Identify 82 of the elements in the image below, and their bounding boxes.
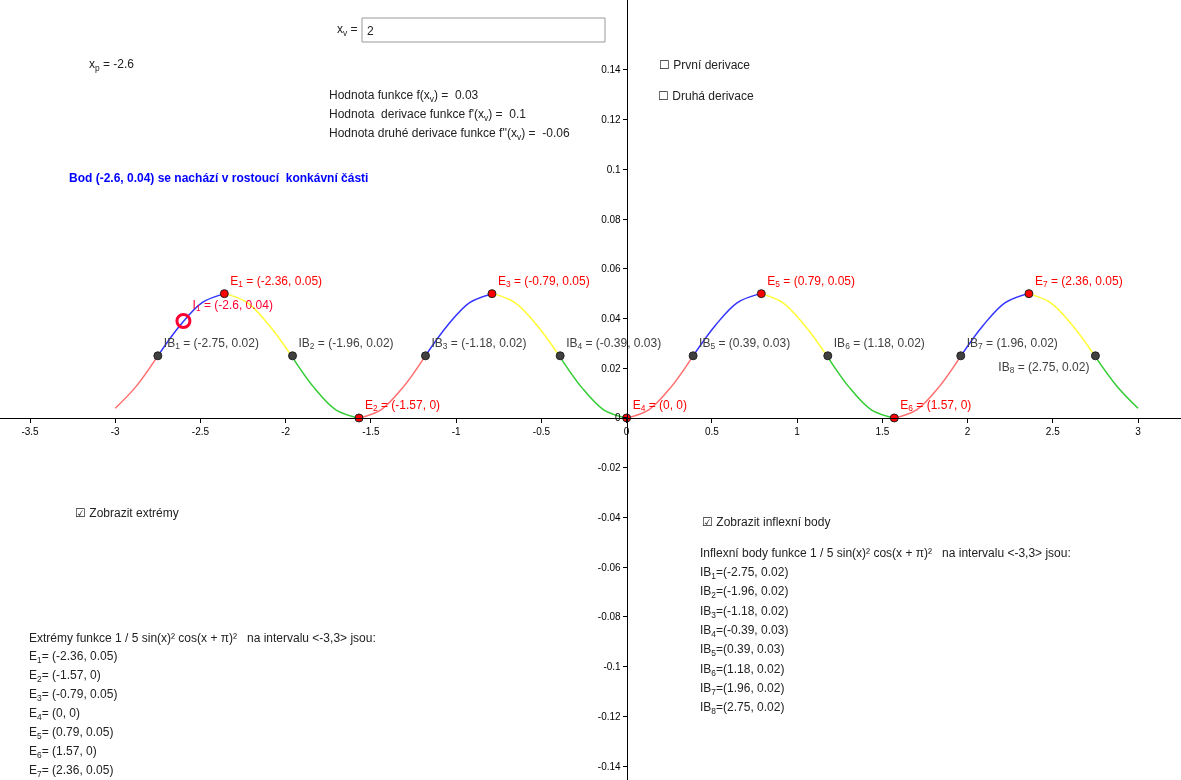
y-tick-label: 0.04 [601, 313, 622, 325]
data-label: IB$_{1}$ = (-2.75, 0.02) [163, 335, 259, 352]
y-tick-label: -0.02 [597, 462, 622, 474]
point [956, 351, 966, 361]
annotation: x$_{p}$ = -2.6 [89, 57, 135, 73]
annotation: Extrémy funkce 1 / 5 sin(x)² cos(x + π)² na intervalu <-3,3> jsou: [29, 631, 376, 645]
y-tick-label: 0.02 [601, 362, 622, 374]
annotation: IB$_{5}$=(0.39, 0.03) [700, 642, 785, 658]
point [1024, 289, 1034, 299]
annotation: ☐ Druhá derivace [658, 89, 755, 103]
annotation: IB$_{1}$=(-2.75, 0.02) [700, 565, 789, 581]
annotation: Bod (-2.6, 0.04) se nachází v rostoucí konkávní části [69, 171, 369, 185]
y-tick-label: 0.12 [601, 114, 622, 126]
annotation: Hodnota druhé derivace funkce f''(x$_{v}$) = -0.06 [329, 126, 570, 142]
x-tick-label: 0.5 [704, 425, 720, 437]
y-tick-label: -0.04 [597, 511, 622, 523]
data-label: IB$_{8}$ = (2.75, 0.02) [998, 359, 1090, 376]
point [153, 351, 163, 361]
data-label: E$_{1}$ = (-2.36, 0.05) [230, 273, 323, 290]
annotation: IB$_{2}$=(-1.96, 0.02) [700, 584, 789, 600]
point [889, 413, 899, 423]
annotation: x$_{v}$ = [337, 22, 358, 38]
point [688, 351, 698, 361]
y-tick-label: 0.06 [601, 263, 622, 275]
data-label: IB$_{2}$ = (-1.96, 0.02) [298, 335, 394, 352]
annotation: IB$_{7}$=(1.96, 0.02) [700, 681, 785, 697]
x-tick-label: -3.5 [21, 425, 40, 437]
annotation: E$_{2}$= (-1.57, 0) [29, 668, 101, 684]
annotation: Inflexní body funkce 1 / 5 sin(x)² cos(x + π)² na intervalu <-3,3> jsou: [700, 546, 1071, 560]
y-tick-label: 0.1 [606, 163, 622, 175]
data-label: E$_{4}$ = (0, 0) [632, 397, 688, 414]
x-tick-label: -1 [451, 425, 462, 437]
x-tick-label: 2 [964, 425, 971, 437]
x-tick-label: 1.5 [875, 425, 890, 437]
point [219, 289, 229, 299]
annotation: IB$_{3}$=(-1.18, 0.02) [700, 604, 789, 620]
x-tick-label: 1 [794, 425, 801, 437]
point [487, 289, 497, 299]
point [1090, 351, 1100, 361]
annotation: E$_{5}$= (0.79, 0.05) [29, 725, 114, 741]
x-tick-label: -0.5 [532, 425, 551, 437]
x-tick-label: 2.5 [1045, 425, 1061, 437]
annotation: ☐ První derivace [659, 58, 751, 72]
y-tick-label: -0.14 [597, 760, 622, 772]
y-tick-label: -0.08 [597, 611, 622, 623]
x-tick-label: 3 [1135, 425, 1142, 437]
data-label: E$_{5}$ = (0.79, 0.05) [767, 273, 856, 290]
data-label: IB$_{5}$ = (0.39, 0.03) [699, 335, 791, 352]
annotation: IB$_{4}$=(-0.39, 0.03) [700, 623, 789, 639]
data-label: E$_{7}$ = (2.36, 0.05) [1034, 273, 1123, 290]
y-tick-label: -0.12 [597, 710, 622, 722]
data-label: IB$_{6}$ = (1.18, 0.02) [833, 335, 925, 352]
annotation: Hodnota funkce f(x$_{v}$) = 0.03 [329, 88, 479, 104]
point [420, 351, 430, 361]
annotation: E$_{1}$= (-2.36, 0.05) [29, 649, 118, 665]
annotation: E$_{4}$= (0, 0) [29, 706, 81, 722]
data-label: E$_{3}$ = (-0.79, 0.05) [497, 273, 590, 290]
annotation: E$_{6}$= (1.57, 0) [29, 744, 97, 760]
x-tick-label: -2 [281, 425, 291, 437]
y-tick-label: 0.14 [601, 64, 622, 76]
point [555, 351, 565, 361]
x-tick-label: -1.5 [362, 425, 380, 437]
data-label: E$_{6}$ = (1.57, 0) [900, 397, 972, 414]
y-tick-label: -0.1 [603, 661, 622, 673]
x-tick-label: -2.5 [191, 425, 210, 437]
point [823, 351, 833, 361]
annotation: E$_{7}$= (2.36, 0.05) [29, 763, 114, 779]
point [756, 289, 766, 299]
annotation: ☑ Zobrazit extrémy [75, 506, 179, 520]
point [354, 413, 364, 423]
y-tick-label: 0.08 [601, 213, 622, 225]
annotation: Hodnota derivace funkce f'(x$_{v}$) = 0.1 [329, 107, 527, 123]
x-tick-label: -3 [110, 425, 121, 437]
annotation: E$_{3}$= (-0.79, 0.05) [29, 687, 118, 703]
y-tick-label: -0.06 [597, 561, 622, 573]
point [288, 351, 298, 361]
annotation: IB$_{8}$=(2.75, 0.02) [700, 700, 785, 716]
annotation: 2 [367, 24, 374, 38]
data-label: IB$_{7}$ = (1.96, 0.02) [966, 335, 1058, 352]
annotation: IB$_{6}$=(1.18, 0.02) [700, 662, 785, 678]
annotation: ☑ Zobrazit inflexní body [702, 515, 831, 529]
data-label: E$_{2}$ = (-1.57, 0) [365, 397, 441, 414]
